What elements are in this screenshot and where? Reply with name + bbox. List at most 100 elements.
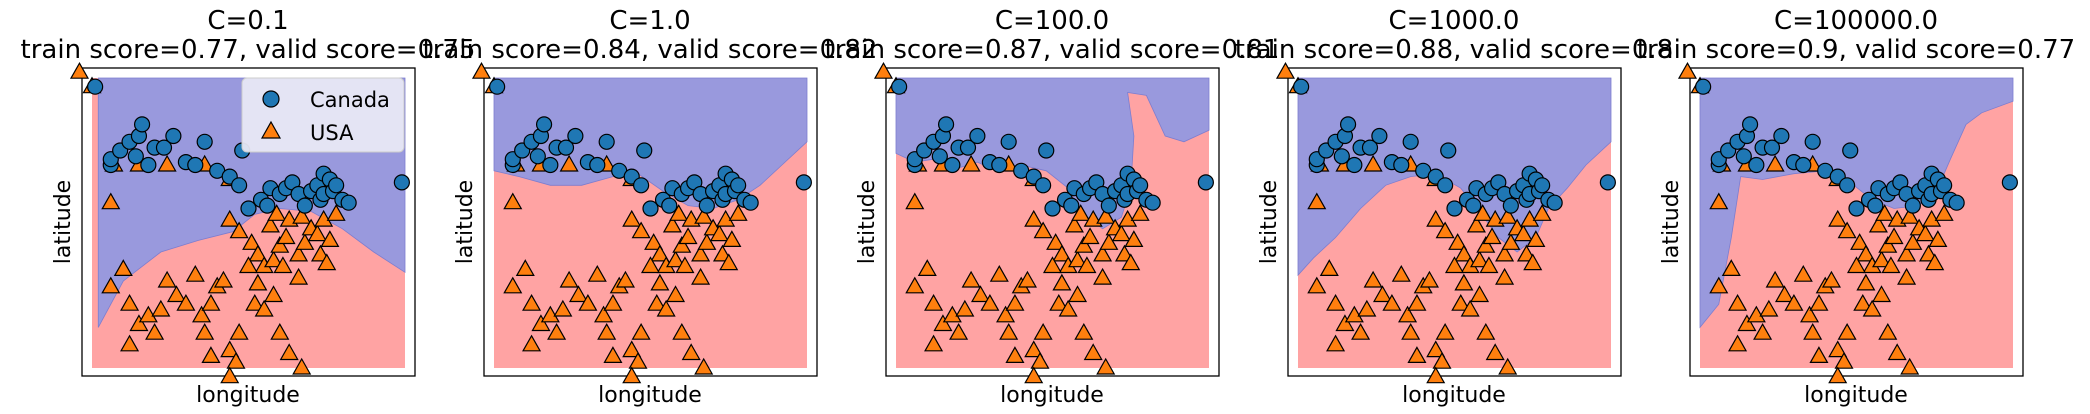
canada-point (636, 142, 653, 159)
usa-point (1046, 233, 1066, 250)
usa-point (1093, 244, 1113, 262)
canada-point (1339, 116, 1357, 133)
usa-point (229, 221, 249, 239)
usa-point (1881, 256, 1901, 274)
usa-point (1903, 233, 1923, 250)
usa-point (1068, 250, 1088, 268)
legend: Canada USA (241, 77, 405, 153)
usa-point (242, 233, 262, 250)
usa-point (1130, 204, 1150, 221)
usa-point (1856, 273, 1876, 291)
canada-point (1393, 156, 1410, 174)
usa-point (1275, 61, 1296, 79)
usa-point (942, 305, 962, 323)
subplot-4: C=1000.0 train score=0.88, valid score=0… (1235, 6, 1673, 408)
usa-point (101, 192, 121, 210)
usa-point (905, 192, 925, 210)
subplot-1-title: C=0.1 (207, 6, 288, 36)
usa-point (1448, 233, 1468, 250)
usa-point (666, 250, 686, 268)
canada-point (1293, 78, 1310, 95)
usa-point (522, 334, 542, 352)
usa-point (1335, 314, 1355, 332)
canada-point (489, 78, 506, 95)
usa-point (69, 61, 90, 79)
usa-point (628, 351, 648, 369)
usa-point (1803, 322, 1823, 340)
usa-point (1837, 221, 1857, 239)
usa-point (1884, 227, 1904, 245)
usa-point (669, 204, 689, 221)
usa-point (292, 206, 312, 224)
subplot-2-xlabel: longitude (598, 383, 702, 408)
usa-point (515, 259, 535, 276)
usa-point (1351, 322, 1371, 340)
canada-point (1371, 127, 1388, 145)
usa-point (1473, 204, 1493, 221)
usa-point (1071, 204, 1091, 221)
usa-point (917, 259, 937, 276)
usa-point (503, 276, 523, 294)
canada-point (1132, 177, 1149, 194)
subplot-1-ylabel: latitude (51, 180, 76, 264)
canada-point (661, 197, 678, 214)
usa-point (1407, 346, 1427, 363)
usa-point (1024, 340, 1044, 358)
canada-point (542, 156, 559, 174)
canada-point (1804, 133, 1821, 150)
usa-point (1111, 224, 1131, 242)
usa-point (1068, 285, 1088, 303)
usa-point (644, 233, 664, 250)
usa-point (694, 357, 714, 375)
usa-point (1793, 264, 1813, 282)
usa-point (1454, 244, 1474, 262)
usa-point (1435, 221, 1455, 239)
usa-point (1407, 293, 1427, 311)
usa-point (1444, 256, 1465, 274)
canada-point (959, 139, 977, 156)
usa-point (1728, 334, 1748, 352)
canada-point (1867, 197, 1884, 214)
usa-point (531, 314, 551, 332)
canada-point (698, 197, 715, 214)
canada-point (1695, 78, 1712, 95)
usa-point (647, 293, 667, 311)
usa-point (924, 293, 944, 311)
subplot-4-plot (1275, 61, 1616, 384)
usa-point (1466, 215, 1486, 233)
usa-point (1828, 340, 1848, 358)
usa-point (270, 322, 290, 340)
usa-point (276, 227, 296, 245)
usa-point (597, 322, 617, 340)
usa-point (289, 267, 309, 285)
usa-point (989, 264, 1009, 282)
usa-point (1900, 206, 1920, 224)
canada-point (730, 177, 747, 194)
usa-point (185, 264, 205, 282)
usa-point (1774, 285, 1795, 303)
subplot-4-title: C=1000.0 (1389, 6, 1520, 36)
subplot-2-title: C=1.0 (609, 6, 690, 36)
usa-point (267, 204, 287, 221)
usa-point (716, 209, 736, 227)
usa-point (587, 264, 607, 282)
usa-point (248, 273, 268, 291)
canada-point (140, 156, 157, 174)
subplot-5-subtitle: train score=0.9, valid score=0.77 (1637, 35, 2075, 65)
usa-point (264, 285, 284, 303)
usa-point (622, 340, 642, 358)
usa-point (1024, 209, 1044, 227)
subplot-3-title: C=100.0 (995, 6, 1109, 36)
usa-point (201, 293, 221, 311)
usa-point (656, 299, 676, 317)
subplot-5-title: C=100000.0 (1774, 6, 1938, 36)
canada-point (535, 116, 553, 133)
usa-point (254, 299, 274, 317)
usa-point (1074, 322, 1094, 340)
usa-point (1856, 244, 1876, 262)
canada-point (1035, 177, 1052, 194)
usa-point (1096, 357, 1116, 375)
usa-point (292, 357, 312, 375)
usa-point (1363, 270, 1383, 288)
